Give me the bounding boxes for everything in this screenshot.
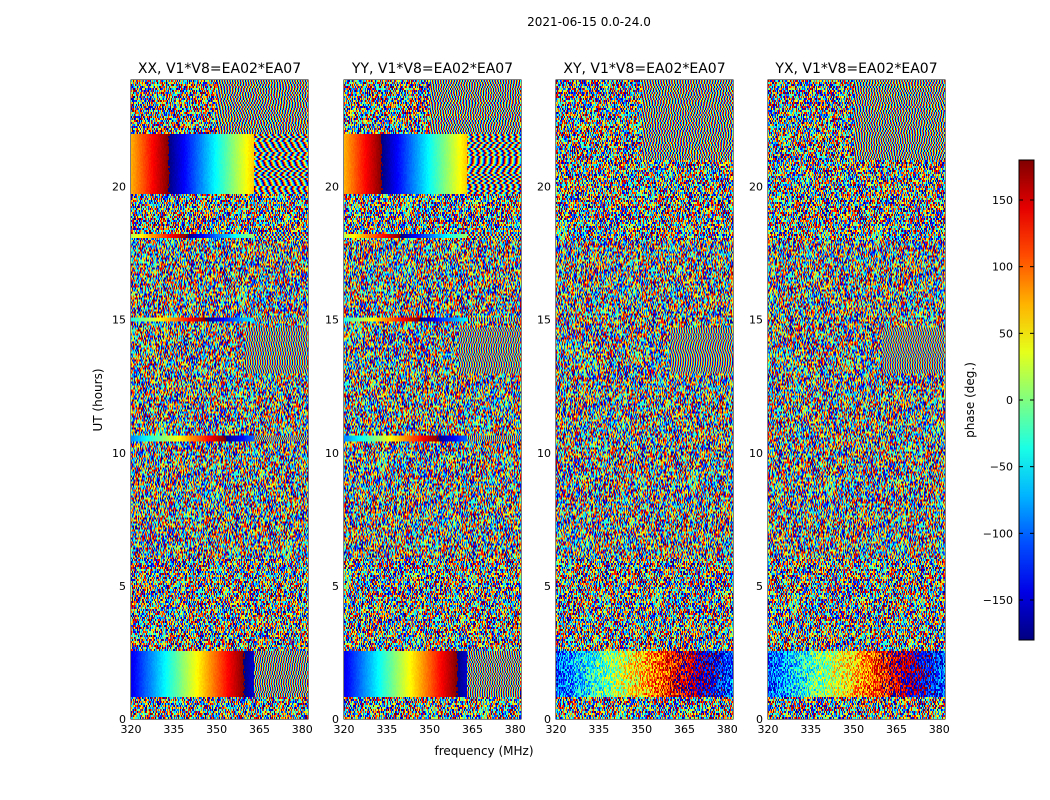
x-tick-label: 365 bbox=[462, 723, 483, 736]
x-axis-label: frequency (MHz) bbox=[434, 744, 533, 758]
colorbar-tick-label: −50 bbox=[990, 461, 1013, 474]
x-tick-label: 365 bbox=[249, 723, 270, 736]
y-tick-label: 5 bbox=[119, 580, 126, 593]
y-tick-label: 20 bbox=[112, 181, 126, 194]
figure-suptitle: 2021-06-15 0.0-24.0 bbox=[527, 15, 651, 29]
x-tick-label: 320 bbox=[121, 723, 142, 736]
y-tick-label: 0 bbox=[119, 713, 126, 726]
colorbar-tick-label: 150 bbox=[992, 194, 1013, 207]
colorbar-tick-label: 0 bbox=[1006, 394, 1013, 407]
y-tick-label: 15 bbox=[112, 314, 126, 327]
colorbar-label: phase (deg.) bbox=[963, 362, 977, 438]
x-tick-label: 380 bbox=[505, 723, 526, 736]
x-tick-label: 350 bbox=[419, 723, 440, 736]
x-tick-label: 320 bbox=[758, 723, 779, 736]
phase-heatmap-2 bbox=[344, 80, 521, 719]
x-tick-label: 350 bbox=[843, 723, 864, 736]
y-tick-label: 5 bbox=[332, 580, 339, 593]
x-tick-label: 335 bbox=[588, 723, 609, 736]
phase-heatmap-3 bbox=[556, 80, 733, 719]
x-tick-label: 380 bbox=[292, 723, 313, 736]
x-tick-label: 335 bbox=[376, 723, 397, 736]
y-tick-label: 5 bbox=[544, 580, 551, 593]
panel-title: XX, V1*V8=EA02*EA07 bbox=[138, 61, 301, 77]
y-tick-label: 15 bbox=[749, 314, 763, 327]
y-tick-label: 20 bbox=[537, 181, 551, 194]
y-tick-label: 10 bbox=[749, 447, 763, 460]
phase-heatmap-4 bbox=[768, 80, 945, 719]
x-tick-label: 350 bbox=[206, 723, 227, 736]
x-tick-label: 380 bbox=[717, 723, 738, 736]
colorbar-tick-label: 100 bbox=[992, 261, 1013, 274]
x-tick-label: 380 bbox=[929, 723, 950, 736]
y-tick-label: 0 bbox=[756, 713, 763, 726]
y-tick-label: 0 bbox=[332, 713, 339, 726]
panel-title: YX, V1*V8=EA02*EA07 bbox=[774, 61, 937, 77]
colorbar: 150 100 50 0 −50 −100 −150 bbox=[983, 159, 1035, 641]
x-tick-label: 350 bbox=[631, 723, 652, 736]
panel-title: YY, V1*V8=EA02*EA07 bbox=[351, 61, 513, 77]
x-tick-label: 335 bbox=[163, 723, 184, 736]
y-tick-label: 20 bbox=[749, 181, 763, 194]
colorbar-tick-label: −150 bbox=[983, 594, 1013, 607]
x-tick-label: 320 bbox=[334, 723, 355, 736]
x-tick-label: 365 bbox=[674, 723, 695, 736]
y-tick-label: 15 bbox=[325, 314, 339, 327]
x-tick-label: 320 bbox=[546, 723, 567, 736]
y-tick-label: 20 bbox=[325, 181, 339, 194]
phase-heatmap-1 bbox=[131, 80, 308, 719]
y-tick-label: 10 bbox=[112, 447, 126, 460]
y-tick-label: 0 bbox=[544, 713, 551, 726]
y-tick-label: 10 bbox=[537, 447, 551, 460]
y-axis-label: UT (hours) bbox=[91, 368, 105, 431]
x-tick-label: 365 bbox=[886, 723, 907, 736]
colorbar-tick-label: −100 bbox=[983, 527, 1013, 540]
y-tick-label: 15 bbox=[537, 314, 551, 327]
y-tick-label: 10 bbox=[325, 447, 339, 460]
y-tick-label: 5 bbox=[756, 580, 763, 593]
colorbar-tick-label: 50 bbox=[999, 327, 1013, 340]
x-tick-label: 335 bbox=[800, 723, 821, 736]
panel-title: XY, V1*V8=EA02*EA07 bbox=[563, 61, 725, 77]
